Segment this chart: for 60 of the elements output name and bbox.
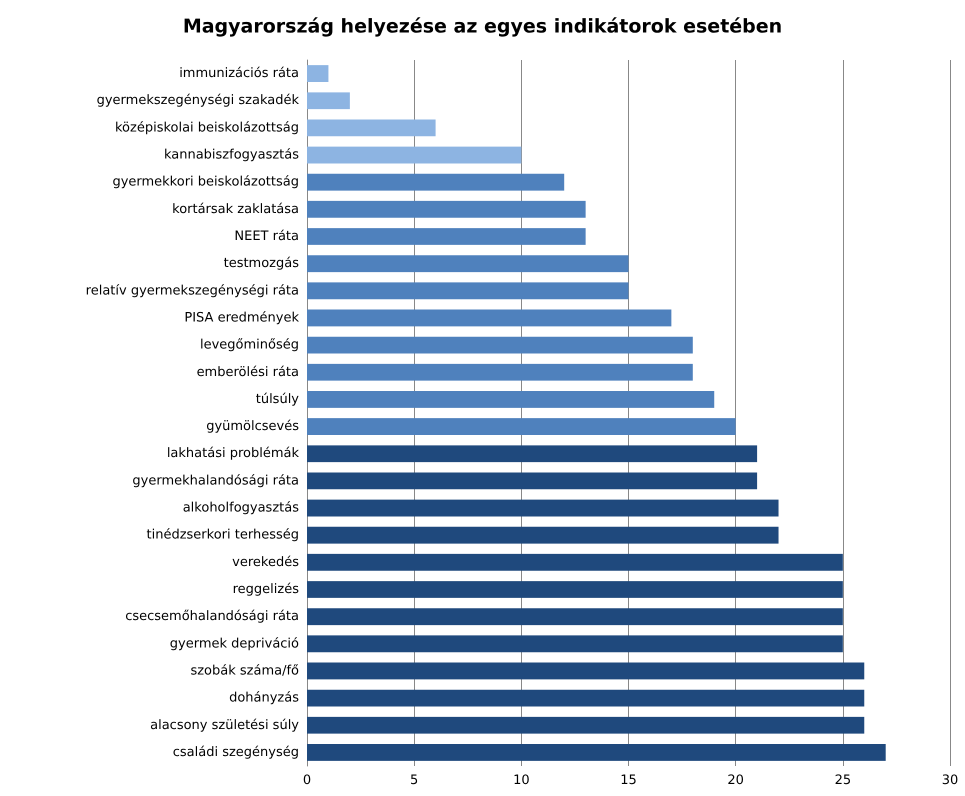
y-tick-label: levegőminőség [200, 338, 299, 353]
bar [307, 255, 628, 272]
bar [307, 445, 758, 462]
y-tick-label: reggelizés [232, 582, 300, 597]
y-tick-label: alkoholfogyasztás [182, 500, 300, 516]
bar [307, 662, 864, 680]
x-tick-label: 5 [410, 773, 418, 788]
bar [307, 310, 672, 326]
bar [307, 418, 736, 435]
bar [307, 526, 779, 544]
y-tick-label: gyermekkori beiskolázottság [112, 174, 299, 190]
y-tick-label: verekedés [232, 554, 300, 570]
bar [307, 364, 693, 381]
bar [307, 200, 586, 218]
y-tick-label: lakhatási problémák [166, 446, 300, 462]
y-tick-label: gyermek depriváció [170, 636, 300, 652]
bar [307, 716, 864, 734]
bar [307, 744, 886, 761]
y-tick-label: tinédzserkori terhesség [146, 528, 299, 543]
bar [307, 472, 758, 490]
bar [307, 554, 843, 571]
y-tick-label: gyermekszegénységi szakadék [96, 93, 300, 108]
y-tick-label: gyümölcsevés [206, 419, 300, 434]
bar [307, 608, 843, 626]
y-tick-label: kortársak zaklatása [172, 202, 299, 217]
chart-title: Magyarország helyezése az egyes indikátorok esetében [182, 16, 782, 38]
bar [307, 282, 628, 300]
y-tick-label: NEET ráta [234, 229, 299, 244]
y-tick-label: csecsemőhalandósági ráta [125, 609, 299, 624]
bar [307, 336, 693, 354]
x-tick-label: 30 [942, 773, 958, 788]
x-tick-label: 15 [620, 773, 637, 788]
bar [307, 581, 843, 598]
bar [307, 635, 843, 652]
bar [307, 500, 779, 516]
y-tick-label: szobák száma/fő [190, 663, 300, 678]
y-tick-label: testmozgás [224, 256, 300, 272]
x-tick-label: 20 [727, 773, 744, 788]
bar [307, 65, 328, 82]
y-tick-label: PISA eredmények [184, 310, 300, 326]
bar [307, 146, 522, 164]
y-tick-label: alacsony születési súly [150, 718, 300, 733]
bar [307, 228, 586, 245]
x-tick-label: 10 [513, 773, 530, 788]
y-tick-label: túlsúly [256, 392, 300, 407]
y-tick-label: dohányzás [229, 690, 300, 706]
y-tick-label: gyermekhalandósági ráta [132, 473, 299, 488]
bar [307, 119, 436, 136]
bar [307, 92, 350, 110]
x-tick-label: 0 [302, 773, 312, 788]
y-tick-label: családi szegénység [172, 744, 299, 760]
bar [307, 391, 714, 408]
x-tick-label: 25 [834, 773, 852, 788]
y-tick-label: középiskolai beiskolázottság [114, 120, 299, 136]
bar [307, 174, 564, 191]
y-tick-label: immunizációs ráta [179, 66, 299, 82]
y-tick-label: emberölési ráta [196, 364, 299, 380]
y-tick-label: relatív gyermekszegénységi ráta [86, 283, 299, 298]
bar [307, 690, 864, 707]
y-tick-label: kannabiszfogyasztás [164, 148, 300, 163]
